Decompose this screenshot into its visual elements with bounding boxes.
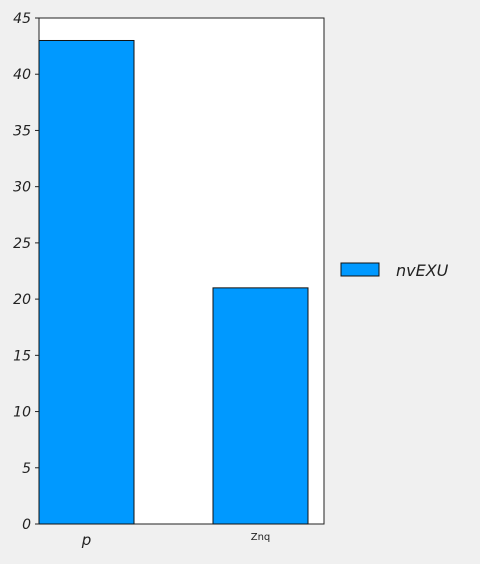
y-tick-label: 5 [22, 461, 31, 477]
bar-znq [212, 287, 309, 525]
y-axis: 0 5 10 15 20 25 30 35 40 45 [13, 11, 39, 533]
x-axis: p Znq [81, 531, 271, 549]
y-tick-label: 25 [13, 236, 31, 252]
y-tick-label: 20 [13, 292, 31, 308]
x-tick-label: p [81, 531, 92, 549]
y-tick-label: 30 [13, 180, 31, 196]
y-tick-label: 35 [13, 123, 31, 139]
legend-label: nvEXU [396, 261, 449, 280]
y-tick-label: 40 [13, 67, 31, 83]
y-tick-label: 10 [13, 405, 31, 421]
y-tick-label: 0 [22, 517, 31, 533]
y-tick-label: 15 [13, 348, 31, 364]
x-tick-label: Znq [251, 532, 271, 543]
legend-swatch [340, 262, 380, 277]
bar-p [38, 39, 135, 525]
legend: nvEXU [340, 261, 449, 280]
y-tick-label: 45 [13, 11, 31, 27]
bars-layer [38, 39, 309, 525]
